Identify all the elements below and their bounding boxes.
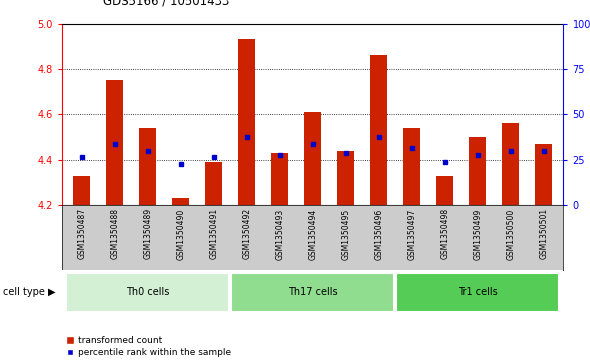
Bar bbox=[503, 123, 519, 205]
Bar bbox=[106, 80, 123, 205]
Text: GSM1350501: GSM1350501 bbox=[539, 208, 548, 260]
Bar bbox=[371, 55, 387, 205]
Bar bbox=[437, 176, 453, 205]
Text: GSM1350492: GSM1350492 bbox=[242, 208, 251, 260]
Bar bbox=[271, 153, 288, 205]
Text: GSM1350498: GSM1350498 bbox=[440, 208, 449, 260]
Bar bbox=[231, 273, 394, 312]
Bar bbox=[304, 112, 321, 205]
Text: Tr1 cells: Tr1 cells bbox=[458, 287, 497, 297]
Text: GSM1350497: GSM1350497 bbox=[407, 208, 416, 260]
Bar bbox=[238, 40, 255, 205]
Bar bbox=[404, 128, 420, 205]
Bar bbox=[470, 137, 486, 205]
Bar bbox=[337, 151, 354, 205]
Text: GDS5166 / 10501433: GDS5166 / 10501433 bbox=[103, 0, 230, 7]
Bar bbox=[139, 128, 156, 205]
Text: cell type ▶: cell type ▶ bbox=[3, 287, 55, 297]
Text: Th17 cells: Th17 cells bbox=[288, 287, 337, 297]
Text: GSM1350496: GSM1350496 bbox=[374, 208, 383, 260]
Legend: transformed count, percentile rank within the sample: transformed count, percentile rank withi… bbox=[67, 336, 231, 357]
Bar bbox=[66, 273, 230, 312]
Text: GSM1350491: GSM1350491 bbox=[209, 208, 218, 260]
Text: GSM1350500: GSM1350500 bbox=[506, 208, 515, 260]
Bar bbox=[535, 144, 552, 205]
Text: GSM1350493: GSM1350493 bbox=[275, 208, 284, 260]
Bar bbox=[74, 176, 90, 205]
Text: Th0 cells: Th0 cells bbox=[126, 287, 169, 297]
Bar bbox=[172, 198, 189, 205]
Text: GSM1350495: GSM1350495 bbox=[341, 208, 350, 260]
Text: GSM1350487: GSM1350487 bbox=[77, 208, 86, 260]
Bar bbox=[396, 273, 559, 312]
Text: GSM1350488: GSM1350488 bbox=[110, 208, 119, 259]
Text: GSM1350489: GSM1350489 bbox=[143, 208, 152, 260]
Text: GSM1350494: GSM1350494 bbox=[308, 208, 317, 260]
Text: GSM1350490: GSM1350490 bbox=[176, 208, 185, 260]
Text: GSM1350499: GSM1350499 bbox=[473, 208, 482, 260]
Bar bbox=[205, 162, 222, 205]
